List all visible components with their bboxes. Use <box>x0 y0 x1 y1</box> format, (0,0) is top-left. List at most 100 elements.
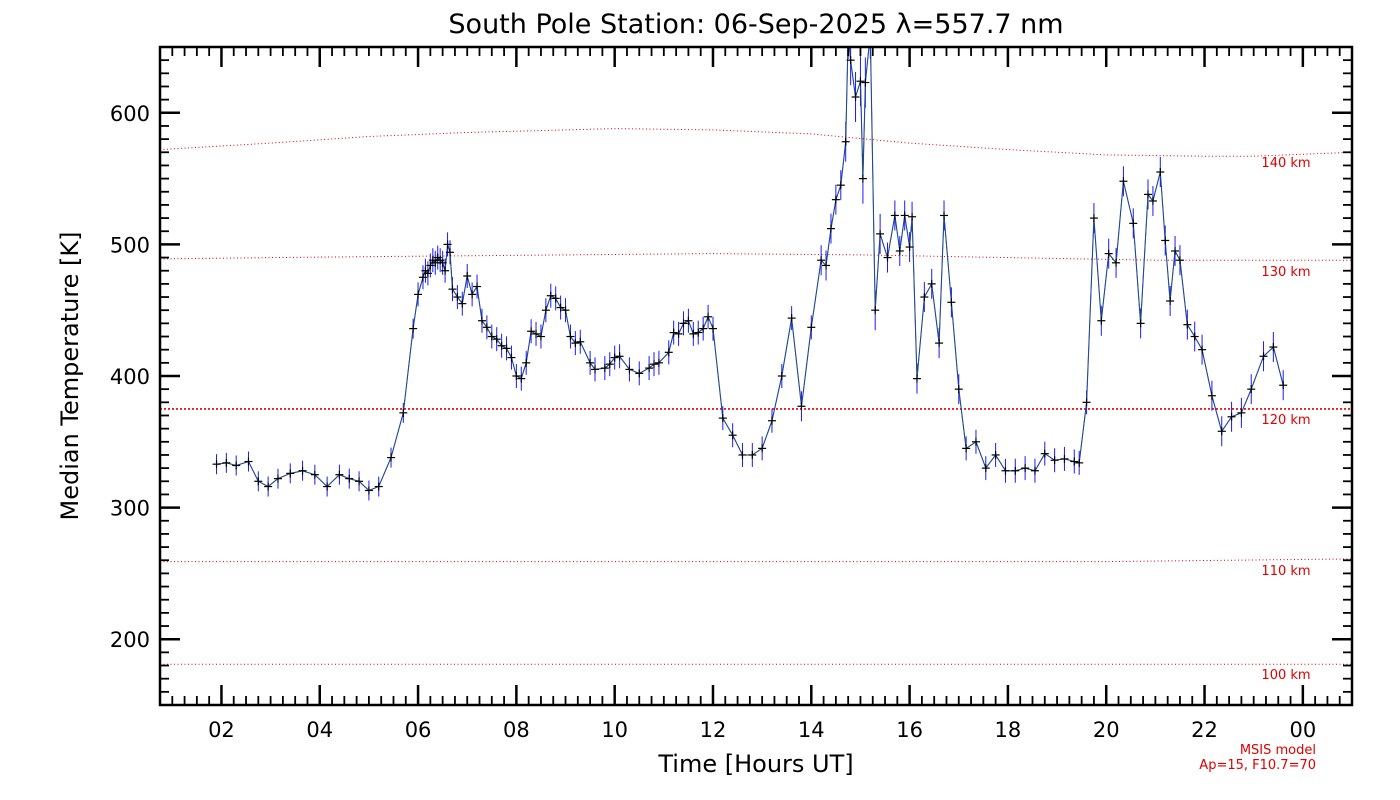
data-point <box>689 329 698 338</box>
data-point <box>323 482 332 491</box>
data-point <box>650 360 659 369</box>
error-bars <box>216 47 1284 501</box>
x-tick-label: 14 <box>798 718 825 742</box>
x-axis-label: Time [Hours UT] <box>657 750 853 778</box>
data-point <box>708 324 717 333</box>
data-point <box>777 372 786 380</box>
data-point <box>1112 258 1121 267</box>
data-point <box>940 211 949 220</box>
data-point <box>473 282 482 291</box>
plot-frame <box>158 45 1354 707</box>
data-point <box>1011 466 1020 475</box>
data-point <box>841 137 850 146</box>
data-point <box>920 293 929 302</box>
data-point <box>1198 345 1207 354</box>
data-point <box>664 348 673 357</box>
x-tick-label: 02 <box>208 718 235 742</box>
y-tick-label: 600 <box>110 102 150 126</box>
x-tick-labels: 02 04 06 08 10 12 14 16 18 20 22 00 <box>208 718 1316 742</box>
data-point <box>1060 454 1069 463</box>
y-tick-label: 300 <box>110 497 150 521</box>
data-point <box>883 253 892 262</box>
x-tick-label: 10 <box>601 718 628 742</box>
data-point <box>556 303 565 312</box>
data-point <box>1082 398 1091 407</box>
data-point <box>1021 464 1030 473</box>
series-polyline-blue <box>216 47 1284 492</box>
data-point <box>438 258 447 267</box>
data-point <box>748 450 757 459</box>
data-point <box>871 306 880 315</box>
x-tick-label: 18 <box>995 718 1022 742</box>
data-point <box>453 293 462 302</box>
data-point <box>1183 320 1192 329</box>
x-tick-label: 04 <box>306 718 333 742</box>
reference-label-1: 110 km <box>1261 564 1310 579</box>
data-point <box>1104 249 1113 258</box>
data-point <box>1075 458 1084 467</box>
data-point <box>463 271 472 280</box>
data-point <box>418 273 427 282</box>
data-point <box>890 211 899 220</box>
data-point <box>591 365 600 374</box>
data-point <box>536 332 545 341</box>
data-point <box>286 469 295 478</box>
data-point <box>625 365 634 374</box>
data-point <box>1050 456 1059 465</box>
data-point <box>507 353 516 362</box>
data-point <box>817 256 826 265</box>
data-point <box>908 212 917 221</box>
data-point <box>971 437 980 446</box>
data-point <box>858 174 867 183</box>
x-tick-label: 06 <box>405 718 432 742</box>
data-point <box>738 450 747 459</box>
series-polyline <box>216 47 1284 491</box>
data-point <box>912 374 921 383</box>
data-point <box>551 294 560 303</box>
data-point <box>409 324 418 333</box>
data-point <box>1030 466 1039 475</box>
data-point <box>446 248 455 257</box>
reference-label-4: 140 km <box>1261 156 1310 171</box>
data-point <box>797 402 806 411</box>
data-point <box>374 482 383 491</box>
axis-ticks <box>160 47 1352 705</box>
x-tick-label: 12 <box>700 718 727 742</box>
data-point <box>222 458 231 467</box>
data-point <box>576 337 585 346</box>
data-point <box>423 269 432 278</box>
data-point <box>947 298 956 307</box>
data-point <box>1166 296 1175 305</box>
data-point <box>718 414 727 423</box>
data-point <box>645 364 654 373</box>
data-point <box>991 450 1000 459</box>
data-point <box>458 299 467 308</box>
data-point <box>441 266 450 275</box>
reference-line-4 <box>160 128 1352 157</box>
data-point <box>699 324 708 333</box>
x-tick-label: 08 <box>503 718 530 742</box>
data-point <box>355 477 364 486</box>
data-point <box>1097 316 1106 325</box>
data-point <box>232 461 241 470</box>
y-tick-label: 400 <box>110 365 150 389</box>
data-point <box>654 358 663 367</box>
data-point <box>1089 214 1098 223</box>
data-point <box>492 335 501 344</box>
data-points <box>212 56 1288 495</box>
data-point <box>610 353 619 362</box>
data-point <box>426 261 435 270</box>
reference-label-3: 130 km <box>1261 265 1310 280</box>
data-point <box>443 240 452 249</box>
data-point <box>905 243 914 252</box>
data-point <box>448 285 457 294</box>
data-point <box>345 474 354 483</box>
data-point <box>387 453 396 462</box>
msis-annotation-line2: Ap=15, F10.7=70 <box>1199 758 1316 773</box>
reference-label-0: 100 km <box>1261 668 1310 683</box>
data-point <box>212 460 221 469</box>
data-point <box>900 211 909 220</box>
data-point <box>846 56 855 65</box>
y-tick-labels: 200 300 400 500 600 <box>110 102 150 652</box>
